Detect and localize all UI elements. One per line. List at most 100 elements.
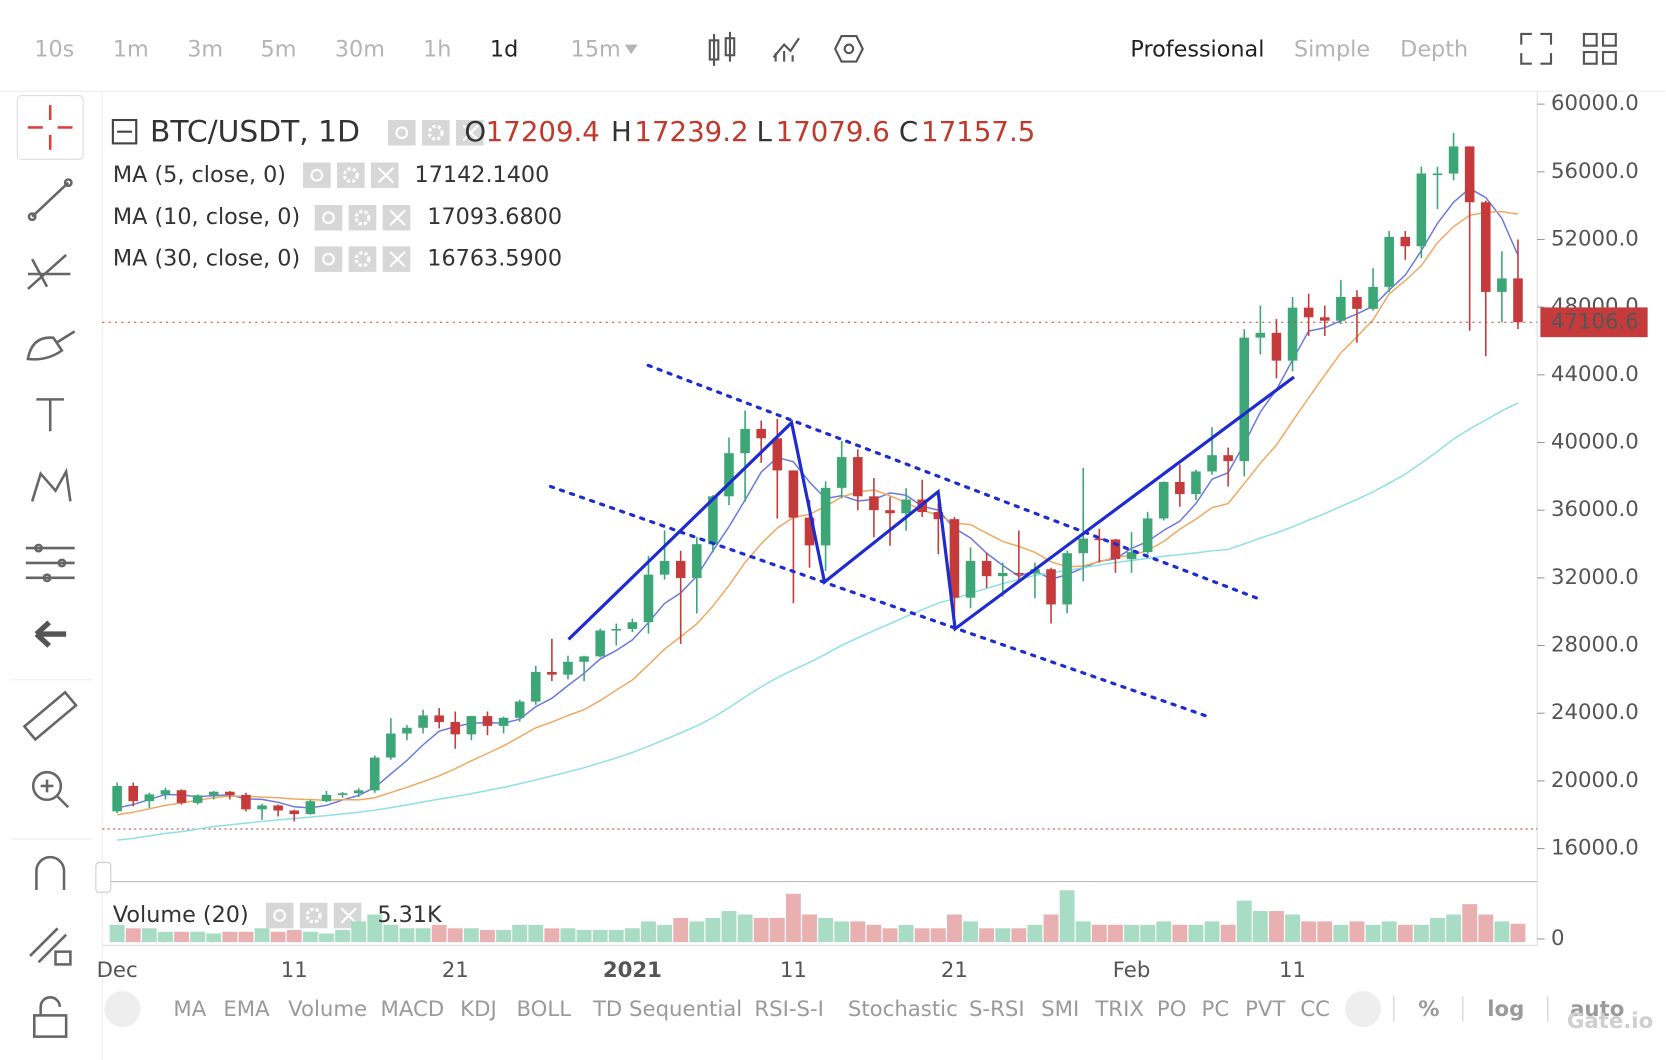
interval-button[interactable]: 1h [423, 36, 451, 62]
interval-button[interactable]: 10s [34, 36, 74, 62]
measure-tool[interactable] [25, 543, 75, 583]
volume-bar [1140, 924, 1156, 943]
indicator-button[interactable]: PC [1202, 997, 1230, 1022]
volume-bar [592, 930, 608, 943]
interval-button[interactable]: 1d [490, 36, 518, 62]
indicator-button[interactable]: TRIX [1094, 997, 1144, 1022]
lock-tool[interactable] [33, 996, 68, 1038]
candle-body [579, 656, 589, 662]
fib-tool[interactable] [27, 253, 71, 290]
volume-bar [1430, 917, 1445, 943]
indicator-button[interactable]: RSI-S-I [754, 997, 824, 1022]
candle-body [1255, 332, 1266, 338]
indicator-button[interactable]: Volume [288, 997, 367, 1022]
indicator-button[interactable]: TD Sequential [592, 997, 742, 1022]
text-tool[interactable] [36, 398, 65, 432]
candle-body [450, 722, 461, 735]
legend-gear-button[interactable] [299, 902, 328, 929]
scroll-left[interactable] [104, 990, 141, 1028]
candle-body [901, 499, 911, 514]
candle-body [176, 790, 187, 803]
brush-tool[interactable] [26, 330, 76, 361]
candle-body [1191, 471, 1201, 495]
candle-body [273, 805, 283, 811]
volume-bar [657, 924, 673, 943]
interval-button[interactable]: 30m [335, 36, 385, 62]
line-tool[interactable] [27, 178, 73, 222]
indicator-button[interactable]: PO [1157, 997, 1187, 1022]
collapse-legend[interactable] [111, 118, 138, 145]
volume-bar [930, 928, 946, 943]
crosshair-tool[interactable] [16, 95, 84, 160]
indicator-button[interactable]: EMA [223, 997, 270, 1022]
volume-bar [141, 928, 157, 943]
back-tool[interactable] [34, 620, 67, 648]
fullscreen-icon[interactable] [1520, 32, 1553, 65]
candle-body [1319, 317, 1330, 321]
volume-bar [399, 928, 415, 943]
interval-button[interactable]: 1m [113, 36, 149, 62]
scroll-right[interactable] [1344, 990, 1382, 1028]
collapse-button[interactable] [95, 861, 112, 893]
indicator-icon[interactable] [772, 37, 800, 62]
legend-close-button[interactable] [370, 162, 399, 188]
legend-gear-button[interactable] [421, 120, 450, 146]
indicator-button[interactable]: % [1418, 997, 1439, 1022]
volume-bar [818, 917, 834, 943]
indicator-button[interactable]: Stochastic [848, 997, 958, 1022]
ma-line [117, 402, 1519, 841]
candle-body [1336, 297, 1346, 321]
view-button[interactable]: Depth [1400, 36, 1468, 62]
volume-bar [286, 930, 302, 943]
indicator-button[interactable]: MA [173, 997, 206, 1022]
y-tick-label: 28000.0 [1551, 633, 1639, 658]
candle-body [402, 727, 412, 734]
chart-style-icon[interactable] [708, 31, 736, 66]
pattern-tool[interactable] [30, 467, 72, 502]
interval-button[interactable]: 15m [571, 36, 621, 62]
legend-eye-button[interactable] [314, 246, 343, 272]
legend-close-button[interactable] [455, 120, 484, 146]
candle-body [128, 785, 139, 802]
volume-bar [1252, 911, 1268, 943]
indicator-button[interactable]: CC [1300, 997, 1330, 1022]
volume-bar [528, 924, 544, 943]
view-button[interactable]: Simple [1294, 36, 1370, 62]
ruler-tool[interactable] [22, 690, 78, 742]
y-tick-label: 40000.0 [1551, 430, 1639, 455]
indicator-button[interactable]: PVT [1245, 997, 1286, 1022]
indicator-button[interactable]: S-RSI [969, 997, 1025, 1022]
volume-bar [1446, 914, 1462, 943]
indicator-button[interactable]: MACD [381, 997, 445, 1022]
legend-eye-button[interactable] [387, 120, 416, 146]
settings-icon[interactable] [833, 35, 864, 63]
indicator-button[interactable]: KDJ [460, 997, 497, 1022]
volume-bar [157, 931, 173, 943]
indicator-button[interactable]: auto [1570, 997, 1624, 1022]
magnet-tool[interactable] [35, 855, 66, 891]
legend-gear-button[interactable] [336, 162, 365, 188]
volume-bar [125, 928, 141, 943]
indicator-button[interactable]: SMI [1041, 997, 1079, 1022]
zoom-tool[interactable] [31, 770, 70, 809]
legend-close-button[interactable] [382, 204, 411, 231]
eye-icon [322, 211, 335, 225]
view-button[interactable]: Professional [1130, 36, 1264, 62]
legend-close-button[interactable] [382, 246, 411, 272]
candle-body [1062, 553, 1072, 605]
layout-icon[interactable] [1582, 32, 1617, 65]
candle-body [353, 790, 364, 794]
indicator-button[interactable]: BOLL [516, 997, 571, 1022]
legend-eye-button[interactable] [314, 204, 343, 231]
lock-draw-tool[interactable] [29, 927, 72, 966]
indicator-button[interactable]: log [1487, 997, 1524, 1022]
legend-eye-button[interactable] [303, 162, 331, 188]
legend-gear-button[interactable] [348, 204, 377, 231]
interval-button[interactable]: 5m [261, 36, 297, 62]
volume-bar [512, 924, 528, 943]
legend-gear-button[interactable] [348, 246, 377, 272]
candle-body [530, 671, 541, 702]
interval-button[interactable]: 3m [187, 36, 223, 62]
legend-eye-button[interactable] [265, 902, 294, 929]
